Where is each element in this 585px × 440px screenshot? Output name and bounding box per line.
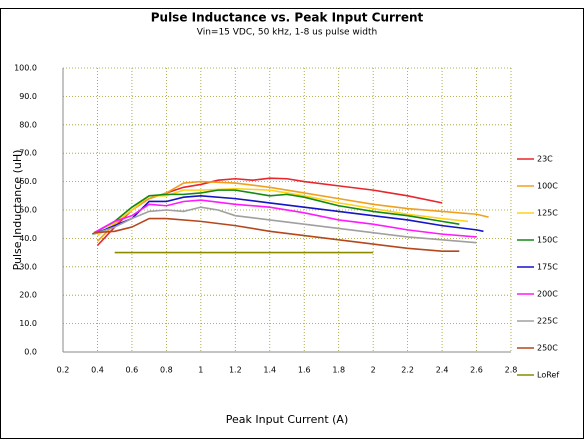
- x-tick-label: 2.8: [505, 366, 518, 375]
- x-tick-label: 1: [198, 366, 203, 375]
- y-tick-label: 70.0: [19, 149, 37, 158]
- series-line: [97, 194, 484, 234]
- y-tick-label: 60.0: [19, 177, 37, 186]
- legend-label: 150C: [537, 236, 558, 245]
- legend-label: 100C: [537, 182, 558, 191]
- legend-label: LoRef: [537, 371, 559, 380]
- chart-subtitle: Vin=15 VDC, 50 kHz, 1-8 us pulse width: [197, 28, 377, 38]
- x-tick-label: 2: [371, 366, 376, 375]
- series-line: [93, 199, 477, 238]
- x-tick-label: 1.6: [298, 366, 311, 375]
- y-axis-label: Pulse Inductance (uH): [11, 150, 24, 271]
- x-tick-label: 1.8: [332, 366, 345, 375]
- y-tick-label: 10.0: [19, 319, 37, 328]
- y-tick-label: 0.0: [24, 348, 37, 357]
- legend-label: 23C: [537, 155, 553, 164]
- series-line: [91, 189, 460, 235]
- x-tick-label: 2.4: [436, 366, 449, 375]
- x-axis-label: Peak Input Current (A): [226, 413, 349, 426]
- legend-label: 125C: [537, 209, 558, 218]
- y-tick-label: 30.0: [19, 262, 37, 271]
- x-tick-label: 0.6: [126, 366, 139, 375]
- legend-label: 250C: [537, 344, 558, 353]
- legend-label: 225C: [537, 317, 558, 326]
- y-tick-label: 50.0: [19, 206, 37, 215]
- legend-label: 200C: [537, 290, 558, 299]
- series-line: [96, 180, 489, 242]
- x-tick-label: 2.2: [401, 366, 414, 375]
- x-tick-label: 1.2: [229, 366, 242, 375]
- series-line: [93, 206, 477, 244]
- x-tick-label: 0.2: [57, 366, 70, 375]
- x-tick-label: 0.4: [91, 366, 104, 375]
- series-line: [93, 217, 460, 252]
- x-tick-label: 2.6: [470, 366, 483, 375]
- x-tick-label: 0.8: [160, 366, 173, 375]
- y-tick-label: 100.0: [14, 64, 37, 73]
- frame: [0, 8, 584, 439]
- y-tick-label: 80.0: [19, 120, 37, 129]
- y-tick-label: 40.0: [19, 234, 37, 243]
- chart-title: Pulse Inductance vs. Peak Input Current: [151, 11, 424, 25]
- y-tick-label: 20.0: [19, 291, 37, 300]
- x-tick-label: 1.4: [263, 366, 276, 375]
- y-tick-label: 90.0: [19, 92, 37, 101]
- legend-label: 175C: [537, 263, 558, 272]
